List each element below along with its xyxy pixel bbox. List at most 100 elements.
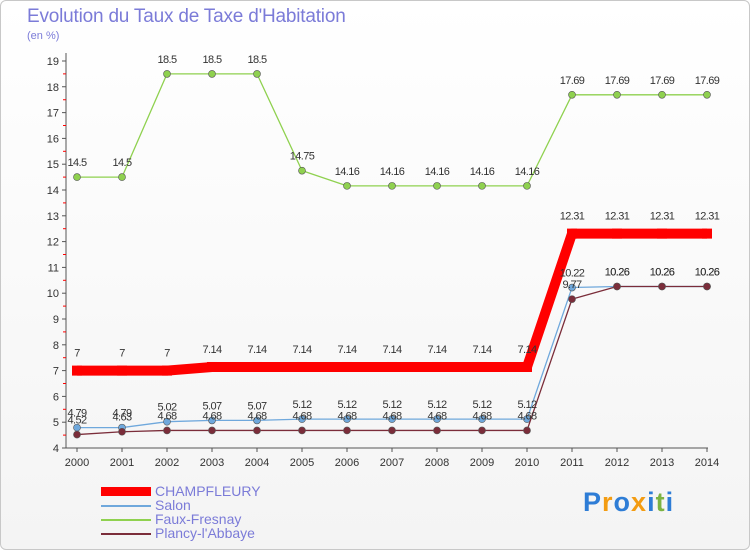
x-tick-label: 2000 [65, 457, 89, 469]
data-point [387, 361, 397, 372]
y-tick-label: 5 [53, 417, 59, 429]
data-point [252, 361, 262, 372]
data-point [208, 70, 216, 78]
data-point [253, 70, 261, 78]
data-point [208, 426, 216, 435]
legend-label: Faux-Fresnay [155, 511, 242, 527]
x-tick-label: 2001 [110, 457, 134, 469]
data-label: 5.12 [382, 399, 401, 411]
x-tick-label: 2004 [245, 457, 269, 469]
legend-swatch-plancy-labbaye [101, 533, 151, 535]
data-label: 10.26 [605, 266, 630, 278]
data-point [117, 365, 127, 376]
data-label: 7 [164, 348, 170, 360]
data-point [73, 173, 81, 181]
data-label: 10.26 [650, 266, 675, 278]
x-tick-label: 2009 [470, 457, 494, 469]
data-point [298, 415, 306, 423]
data-point [522, 361, 532, 372]
data-point [118, 427, 126, 436]
data-label: 14.5 [67, 157, 86, 169]
logo-letter: P [583, 487, 603, 517]
data-point [388, 426, 396, 435]
data-label: 5.12 [517, 399, 536, 411]
data-label: 4.68 [337, 410, 356, 422]
y-tick-label: 11 [48, 262, 59, 274]
logo-letter: i [665, 487, 675, 517]
data-label: 7.14 [382, 344, 401, 356]
data-label: 14.16 [515, 166, 540, 178]
data-point [478, 415, 486, 423]
data-point [163, 417, 171, 426]
data-label: 7.14 [202, 344, 221, 356]
data-label: 12.31 [605, 211, 630, 223]
data-label: 18.5 [157, 54, 176, 66]
data-label: 4.68 [517, 410, 536, 422]
x-tick-label: 2005 [290, 457, 314, 469]
y-tick-label: 4 [53, 443, 59, 455]
data-label: 5.07 [202, 400, 221, 412]
data-label: 7.14 [337, 344, 356, 356]
data-point [298, 426, 306, 435]
data-point [433, 415, 441, 423]
data-point [477, 361, 487, 372]
data-point [568, 90, 576, 99]
legend-swatch-champfleury [101, 487, 151, 496]
data-point [432, 361, 442, 372]
x-tick-label: 2007 [380, 457, 404, 469]
data-point [298, 166, 306, 175]
data-label: 10.26 [695, 266, 720, 278]
x-tick-label: 2014 [695, 457, 719, 469]
data-point [702, 228, 712, 239]
data-point [253, 426, 261, 435]
data-point [657, 228, 667, 239]
data-point [208, 416, 216, 425]
y-tick-label: 7 [53, 366, 59, 378]
data-label: 7 [74, 348, 80, 360]
data-point [612, 228, 622, 239]
x-tick-label: 2013 [650, 457, 674, 469]
y-tick-label: 12 [47, 237, 59, 249]
data-point [343, 426, 351, 435]
x-tick-label: 2006 [335, 457, 359, 469]
logo-letter: t [655, 487, 666, 517]
data-point [703, 90, 711, 99]
data-label: 7.14 [247, 344, 266, 356]
legend-label: Plancy-l'Abbaye [155, 525, 255, 541]
data-point [568, 295, 576, 303]
y-tick-label: 6 [53, 391, 59, 403]
data-point [613, 90, 621, 99]
x-tick-label: 2008 [425, 457, 449, 469]
data-point [478, 426, 486, 435]
legend-label: CHAMPFLEURY [155, 483, 261, 499]
data-label: 10.22 [560, 268, 585, 280]
data-point [567, 228, 577, 239]
data-point [207, 361, 217, 372]
y-tick-label: 9 [53, 314, 59, 326]
data-label: 14.16 [425, 166, 450, 178]
y-tick-label: 8 [53, 340, 59, 352]
legend-swatch-salon [101, 505, 151, 507]
data-point [388, 182, 396, 190]
data-label: 4.68 [382, 410, 401, 422]
proxiti-logo: Proxiti [583, 487, 674, 518]
data-point [388, 415, 396, 423]
data-point [342, 361, 352, 372]
data-point [523, 426, 531, 435]
data-label: 17.69 [560, 75, 585, 87]
logo-letter: x [631, 487, 648, 517]
y-tick-label: 13 [47, 211, 59, 223]
data-label: 4.68 [247, 410, 266, 422]
y-tick-label: 15 [47, 159, 59, 171]
data-label: 5.12 [337, 399, 356, 411]
y-tick-label: 14 [47, 185, 59, 197]
data-label: 14.75 [290, 151, 315, 163]
y-tick-label: 19 [47, 56, 59, 68]
data-label: 4.68 [472, 410, 491, 422]
y-tick-label: 17 [47, 108, 59, 120]
data-label: 14.16 [335, 166, 360, 178]
data-point [343, 182, 351, 190]
data-point [163, 70, 171, 78]
data-label: 12.31 [695, 211, 720, 223]
